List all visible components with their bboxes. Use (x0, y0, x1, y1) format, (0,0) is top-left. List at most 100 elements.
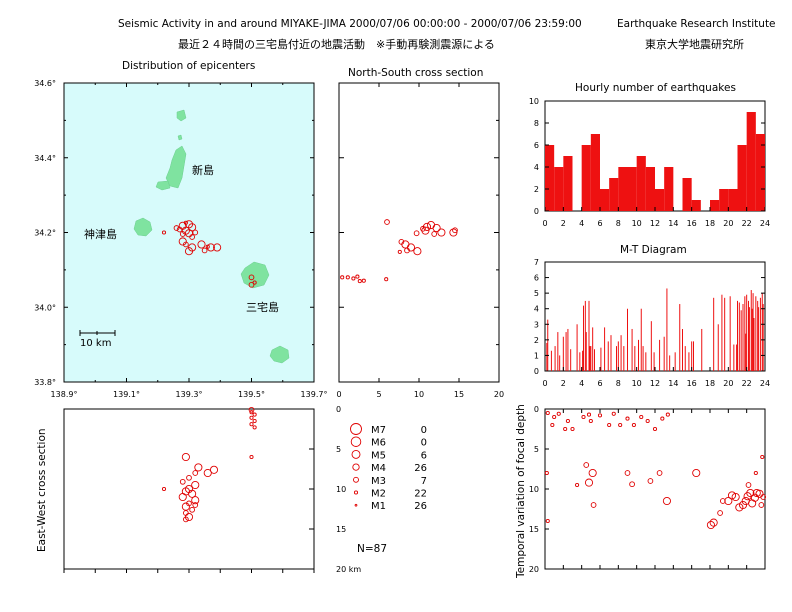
map-title: Distribution of epicenters (122, 60, 255, 72)
mt-x-label: 0 (542, 379, 547, 388)
ew-event-marker (178, 492, 187, 502)
hourly-bar (590, 134, 600, 211)
label-kozushima: 神津島 (84, 227, 117, 241)
legend-count: 0 (421, 425, 427, 436)
legend-label: M2 (371, 489, 386, 500)
ns-section-plot (338, 82, 500, 383)
hourly-x-label: 8 (616, 219, 621, 228)
hourly-bar (563, 156, 573, 211)
ns-event-marker (401, 240, 410, 249)
dt-event-marker (755, 489, 764, 498)
legend-symbol (350, 436, 362, 447)
dt-event-marker (692, 468, 701, 478)
mt-spikes (546, 288, 764, 371)
hourly-x-label: 10 (632, 219, 642, 228)
island-mikurajima (269, 345, 290, 364)
mt-y-label: 1 (534, 351, 539, 360)
mt-frame (544, 261, 766, 372)
ew-event-marker (188, 489, 197, 498)
ew-ylabel: East-West cross section (36, 428, 48, 552)
legend-symbol (353, 490, 359, 495)
map-lat-label: 34.2° (34, 229, 56, 238)
ns-event-marker (357, 279, 362, 284)
map-lon-label: 139.5° (238, 390, 265, 399)
ns-x-label: 10 (414, 390, 424, 399)
mt-y-label: 2 (534, 336, 539, 345)
ew-event-marker (181, 452, 190, 462)
ns-event-marker (432, 223, 441, 233)
hourly-bar (554, 167, 564, 211)
island-niijima (165, 145, 187, 189)
dt-event-marker (760, 494, 767, 500)
magnitude-legend: M7 0 M6 0 M5 6 M4 26 M3 7 M2 22 M1 26 (350, 423, 427, 512)
hourly-y-label: 4 (534, 163, 539, 172)
ew-events (161, 406, 257, 523)
ew-section-plot (63, 406, 315, 573)
ns-title: North-South cross section (348, 67, 483, 79)
epicenter-marker (206, 243, 215, 252)
hourly-x-label: 0 (542, 219, 547, 228)
ns-event-marker (413, 230, 420, 237)
ns-events (340, 219, 458, 284)
dt-event-marker (660, 416, 665, 421)
map-events (161, 220, 257, 288)
mt-x-label: 24 (760, 379, 770, 388)
ew-depth-label: 0 (336, 405, 341, 414)
hourly-bar (682, 178, 692, 211)
hourly-bar (600, 189, 610, 211)
legend-count: 26 (414, 501, 427, 512)
hourly-y-label: 2 (534, 185, 539, 194)
epicenter-marker (248, 281, 255, 288)
map-lat-label: 34.0° (34, 303, 56, 312)
ew-event-marker (194, 463, 203, 472)
map-lat-label: 34.6° (34, 79, 56, 88)
island-small-1 (177, 134, 183, 141)
hourly-bar (664, 167, 674, 211)
ew-event-marker (179, 478, 186, 485)
map-lon-label: 139.3° (176, 390, 203, 399)
mt-x-label: 2 (561, 379, 566, 388)
hourly-bar (737, 145, 747, 211)
dt-event-marker (563, 426, 568, 432)
dt-event-marker (552, 414, 557, 420)
legend-count: 7 (421, 476, 427, 487)
ns-x-label: 20 (494, 390, 504, 399)
mt-y-label: 5 (534, 289, 539, 298)
dt-y-label: 10 (529, 485, 539, 494)
ew-event-marker (191, 480, 200, 490)
legend-count: 0 (421, 438, 427, 449)
hourly-x-label: 14 (668, 219, 678, 228)
title-line2: 最近２４時間の三宅島付近の地震活動 ※手動再験測震源による (178, 37, 495, 51)
hourly-bar (609, 178, 619, 211)
ns-event-marker (397, 249, 402, 254)
legend-symbol (353, 476, 359, 483)
legend-symbol (352, 463, 360, 471)
legend-symbol (354, 503, 358, 507)
ns-event-marker (422, 222, 432, 231)
dt-y-label: 15 (529, 525, 539, 534)
dt-event-marker (586, 412, 592, 417)
map-lat-label: 33.8° (34, 378, 56, 387)
dt-event-marker (652, 426, 658, 432)
epicenter-marker (197, 240, 206, 249)
ew-event-marker (192, 502, 199, 508)
hourly-y-label: 10 (529, 97, 539, 106)
mt-x-label: 18 (705, 379, 715, 388)
ns-event-marker (351, 276, 356, 281)
epicenter-marker (183, 241, 189, 248)
legend-count: 26 (414, 463, 427, 474)
ew-event-marker (252, 425, 257, 430)
dt-event-marker (647, 478, 654, 484)
dt-event-marker (607, 422, 612, 428)
ew-event-marker (249, 410, 254, 415)
hourly-x-label: 16 (687, 219, 697, 228)
dt-event-marker (750, 493, 759, 502)
ns-event-marker (404, 247, 410, 254)
ew-depth-label: 10 (336, 485, 346, 494)
ns-event-marker (413, 247, 422, 256)
hourly-bar (691, 200, 701, 211)
dt-event-marker (745, 482, 752, 488)
title-line1: Seismic Activity in and around MIYAKE-JI… (118, 18, 582, 30)
island-miyakejima (240, 261, 270, 289)
